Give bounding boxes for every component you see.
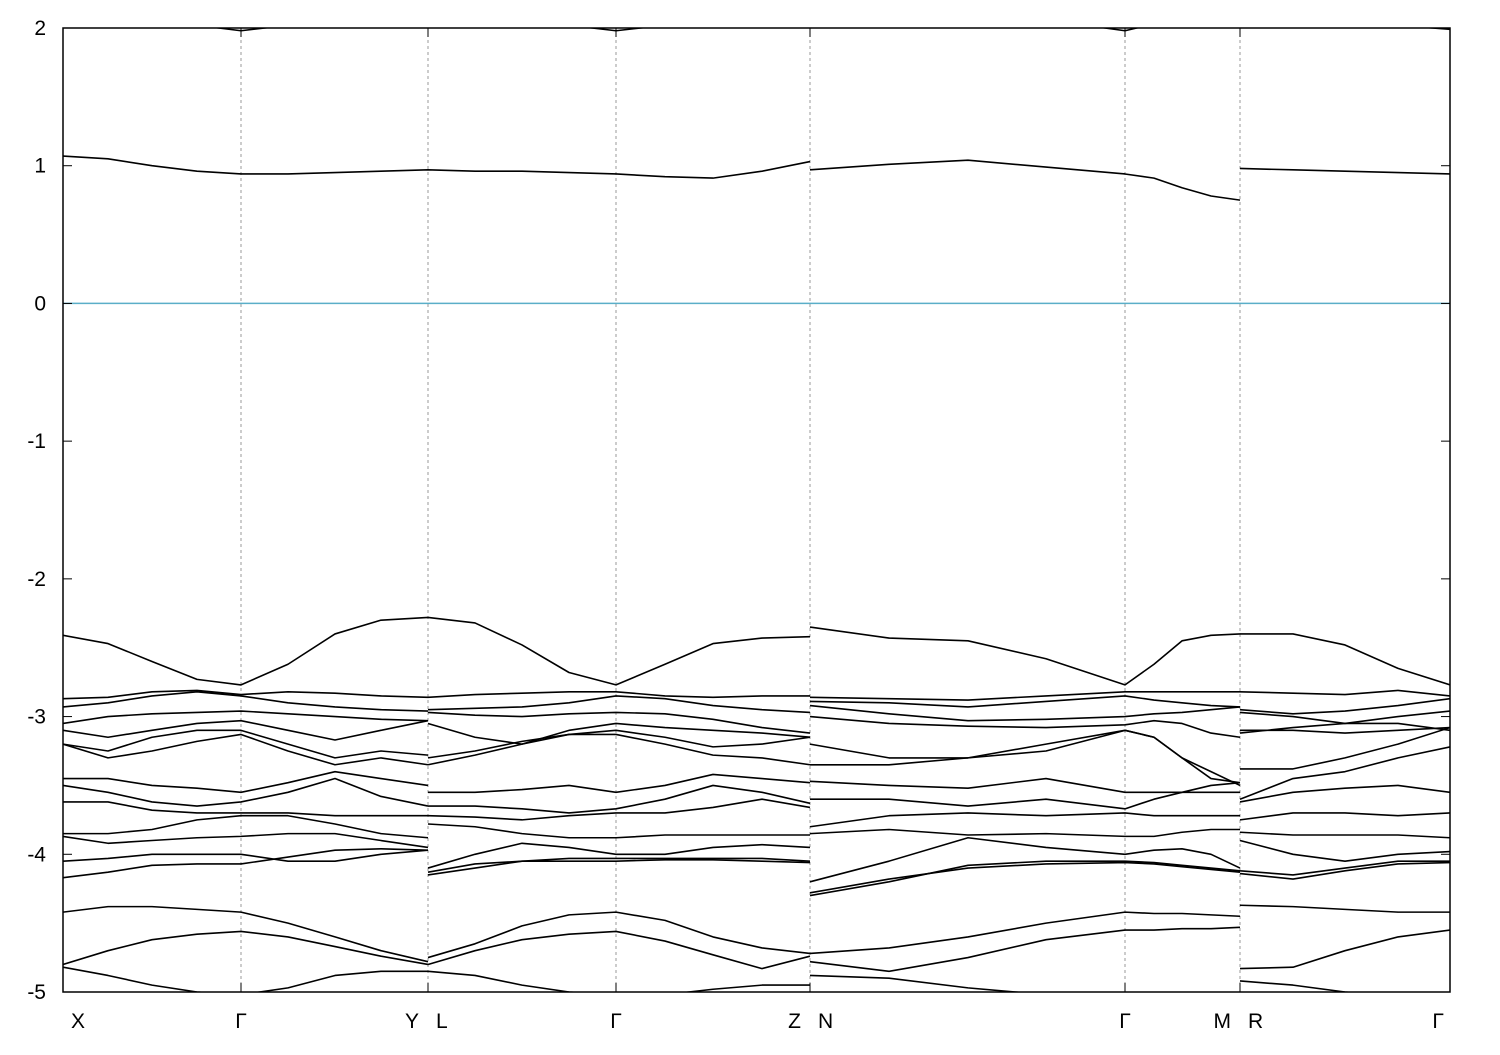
band-line <box>63 726 1450 784</box>
y-tick-label: -1 <box>27 430 46 453</box>
band-line <box>63 155 1450 201</box>
band-line <box>63 690 1450 715</box>
x-tick-label: M <box>1214 1010 1232 1033</box>
y-tick-label: 2 <box>34 17 46 40</box>
y-tick-label: 1 <box>34 155 46 178</box>
band-line <box>63 849 1450 897</box>
x-tick-label: Z <box>788 1010 801 1033</box>
x-tick-label: Γ <box>610 1010 622 1033</box>
band-line <box>63 715 1450 745</box>
x-tick-label: R <box>1248 1010 1263 1033</box>
y-tick-label: 0 <box>34 292 46 315</box>
band-line <box>63 847 1450 894</box>
y-tick-label: -2 <box>27 568 46 591</box>
band-line <box>63 814 1450 839</box>
plot-frame <box>62 27 1451 993</box>
x-tick-label: Γ <box>235 1010 247 1033</box>
band-line <box>63 722 1450 787</box>
tick-layer: -5 -4 -3 -2 -1 0 1 2 X Γ Y L Γ Z N Γ M R Γ <box>27 17 1451 1033</box>
band-line <box>63 689 1450 701</box>
band-line <box>63 798 1450 828</box>
x-tick-label: L <box>436 1010 448 1033</box>
band-line <box>63 966 1356 992</box>
y-tick-label: -4 <box>27 843 46 866</box>
x-tick-label: Γ <box>1432 1010 1444 1033</box>
band-line <box>63 616 1450 686</box>
grid-layer <box>240 28 1241 992</box>
x-tick-label: Y <box>405 1010 419 1033</box>
x-tick-label: N <box>818 1010 833 1033</box>
band-line <box>63 777 1450 814</box>
y-tick-label: -3 <box>27 706 46 729</box>
band-line <box>63 704 1450 734</box>
band-line <box>63 926 1450 973</box>
x-tick-label: Γ <box>1119 1010 1131 1033</box>
band-line <box>63 746 1450 800</box>
x-tick-label: X <box>71 1010 85 1033</box>
band-line <box>63 904 1450 963</box>
line-layer <box>63 28 1450 992</box>
band-line <box>63 832 1450 883</box>
y-tick-label: -5 <box>27 981 46 1004</box>
